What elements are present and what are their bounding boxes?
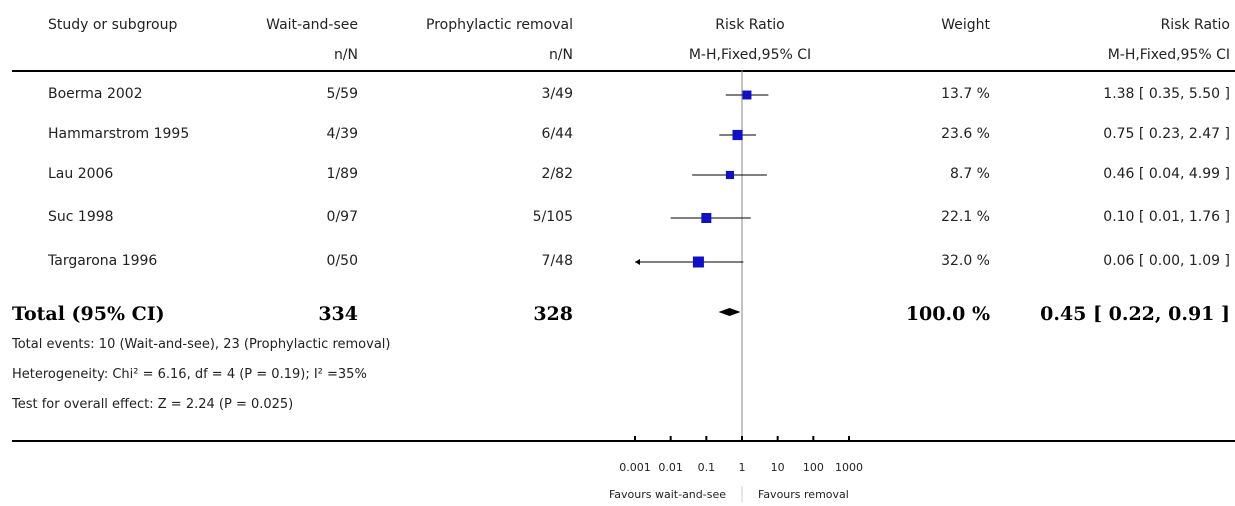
header-group1-sub: n/N — [333, 47, 358, 63]
header-effect: Risk Ratio — [715, 17, 785, 33]
study-ci: 0.46 [ 0.04, 4.99 ] — [1103, 166, 1230, 182]
x-tick-label: 1 — [739, 461, 746, 474]
study-ci: 0.10 [ 0.01, 1.76 ] — [1103, 209, 1230, 225]
study-g1: 5/59 — [326, 86, 358, 102]
x-tick-label: 1000 — [835, 461, 863, 474]
study-weight: 22.1 % — [941, 209, 990, 225]
header-group1: Wait-and-see — [266, 17, 358, 33]
study-weight: 8.7 % — [949, 166, 990, 182]
header-group2: Prophylactic removal — [426, 17, 573, 33]
total-label: Total (95% CI) — [12, 303, 165, 325]
study-g1: 4/39 — [326, 126, 358, 142]
header-rule — [12, 70, 1235, 72]
header-ci: Risk Ratio — [1160, 17, 1230, 33]
note-total-events: Total events: 10 (Wait-and-see), 23 (Pro… — [12, 337, 391, 352]
total-weight: 100.0 % — [905, 303, 990, 325]
study-weight: 13.7 % — [941, 86, 990, 102]
header-effect-sub: M-H,Fixed,95% CI — [688, 47, 812, 63]
total-diamond — [718, 308, 741, 316]
x-tick-label: 0.01 — [658, 461, 683, 474]
study-g1: 0/97 — [326, 209, 358, 225]
study-name: Hammarstrom 1995 — [48, 126, 190, 142]
study-marker — [732, 129, 743, 141]
study-name: Lau 2006 — [48, 166, 114, 182]
total-g1: 334 — [318, 303, 358, 325]
x-tick-label: 0.1 — [698, 461, 716, 474]
study-marker — [725, 170, 735, 180]
study-weight: 23.6 % — [941, 126, 990, 142]
note-heterogeneity: Heterogeneity: Chi² = 6.16, df = 4 (P = … — [12, 367, 367, 382]
study-marker — [701, 213, 712, 223]
header-group2-sub: n/N — [548, 47, 573, 63]
favours-right-label: Favours removal — [758, 488, 849, 501]
x-tick-label: 0.001 — [619, 461, 651, 474]
study-g2: 2/82 — [541, 166, 573, 182]
note-overall-effect: Test for overall effect: Z = 2.24 (P = 0… — [12, 397, 294, 412]
study-ci: 0.06 [ 0.00, 1.09 ] — [1103, 253, 1230, 269]
header-weight: Weight — [941, 17, 990, 33]
study-name: Suc 1998 — [48, 209, 114, 225]
favours-left-label: Favours wait-and-see — [609, 488, 726, 501]
study-g1: 1/89 — [326, 166, 358, 182]
total-ci: 0.45 [ 0.22, 0.91 ] — [1040, 303, 1230, 325]
study-weight: 32.0 % — [941, 253, 990, 269]
study-g2: 7/48 — [541, 253, 573, 269]
x-tick-label: 10 — [771, 461, 785, 474]
study-ci: 0.75 [ 0.23, 2.47 ] — [1103, 126, 1230, 142]
study-g2: 3/49 — [541, 86, 573, 102]
study-marker — [742, 90, 752, 100]
ci-arrow — [635, 259, 640, 265]
study-marker — [692, 256, 704, 268]
total-g2: 328 — [533, 303, 573, 325]
study-ci: 1.38 [ 0.35, 5.50 ] — [1103, 86, 1230, 102]
header-ci-sub: M-H,Fixed,95% CI — [1107, 47, 1230, 63]
study-name: Boerma 2002 — [48, 86, 143, 102]
study-g1: 0/50 — [326, 253, 358, 269]
study-g2: 6/44 — [541, 126, 573, 142]
footer-rule — [12, 440, 1235, 442]
study-g2: 5/105 — [532, 209, 573, 225]
header-study: Study or subgroup — [48, 17, 178, 33]
study-name: Targarona 1996 — [48, 253, 158, 269]
x-tick-label: 100 — [803, 461, 824, 474]
